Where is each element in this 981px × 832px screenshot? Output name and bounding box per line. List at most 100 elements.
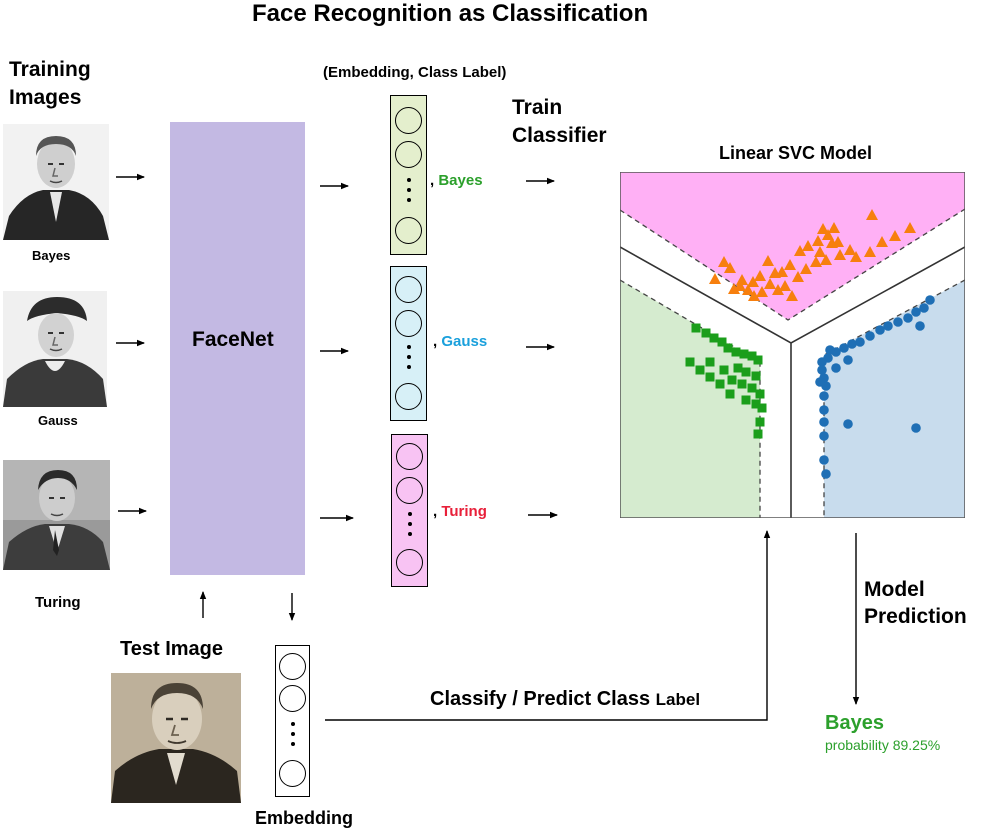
- triangle-marker: [718, 256, 730, 267]
- circle-marker: [925, 295, 935, 305]
- vector-cell: [395, 276, 422, 303]
- circle-marker: [875, 325, 885, 335]
- vector-ellipsis: [406, 178, 411, 208]
- vector-cell: [279, 685, 306, 712]
- triangle-marker: [820, 254, 832, 265]
- test-image-portrait: [111, 673, 241, 803]
- square-marker: [753, 429, 763, 439]
- vector-cell: [396, 443, 423, 470]
- classify-label: Classify / Predict Class Label: [430, 688, 700, 711]
- triangle-marker: [754, 270, 766, 281]
- circle-marker: [819, 431, 829, 441]
- circle-marker: [847, 339, 857, 349]
- triangle-marker: [756, 286, 768, 297]
- triangle-marker: [747, 276, 759, 287]
- square-marker: [695, 365, 705, 375]
- diagram-title: Face Recognition as Classification: [252, 0, 649, 27]
- square-marker: [741, 367, 751, 377]
- class-label-gauss: Gauss: [441, 333, 488, 350]
- arrow-classify-to-model: [325, 530, 771, 721]
- circle-marker: [911, 423, 921, 433]
- circle-marker: [821, 469, 831, 479]
- circle-marker: [915, 321, 925, 331]
- triangle-marker: [844, 244, 856, 255]
- triangle-marker: [802, 240, 814, 251]
- circle-marker: [819, 391, 829, 401]
- square-marker: [691, 323, 701, 333]
- circle-marker: [843, 419, 853, 429]
- circle-marker: [919, 303, 929, 313]
- triangle-marker: [822, 229, 834, 240]
- triangle-marker: [810, 256, 822, 267]
- triangle-marker: [748, 290, 760, 301]
- circle-marker: [911, 307, 921, 317]
- circle-marker: [855, 337, 865, 347]
- circle-marker: [819, 455, 829, 465]
- class-label-turing: Turing: [441, 503, 487, 520]
- square-marker: [725, 389, 735, 399]
- square-marker: [717, 337, 727, 347]
- triangle-marker: [734, 280, 746, 291]
- pair-comma: ,: [430, 172, 435, 189]
- vector-cell: [279, 653, 306, 680]
- square-marker: [751, 399, 761, 409]
- triangle-marker: [864, 246, 876, 257]
- embedding-label: Embedding: [255, 808, 353, 828]
- person-name-bayes: Bayes: [32, 248, 71, 263]
- bayes-portrait: [3, 124, 109, 240]
- prediction-class: Bayes: [825, 712, 884, 734]
- circle-marker: [825, 345, 835, 355]
- square-marker: [737, 379, 747, 389]
- training-heading-line2: Images: [9, 85, 82, 109]
- model-prediction-line2: Prediction: [864, 605, 967, 629]
- triangle-marker: [876, 236, 888, 247]
- triangle-marker: [904, 222, 916, 233]
- circle-marker: [883, 321, 893, 331]
- triangle-marker: [736, 274, 748, 285]
- train-classifier-label: Train Classifier: [512, 94, 607, 151]
- triangle-marker: [850, 251, 862, 262]
- triangle-marker: [762, 255, 774, 266]
- circle-marker: [893, 317, 903, 327]
- vector-cell: [396, 477, 423, 504]
- triangle-marker: [889, 230, 901, 241]
- circle-marker: [831, 363, 841, 373]
- facenet-label: FaceNet: [192, 328, 274, 351]
- embedding-vector-turing: [391, 434, 428, 587]
- triangle-marker: [776, 266, 788, 277]
- square-marker: [705, 372, 715, 382]
- vector-cell: [279, 760, 306, 787]
- circle-marker: [843, 355, 853, 365]
- model-prediction-line1: Model: [864, 578, 925, 601]
- square-marker: [733, 363, 743, 373]
- pair-comma: ,: [433, 333, 438, 350]
- triangle-marker: [812, 235, 824, 246]
- class-label-bayes: Bayes: [438, 172, 483, 189]
- triangle-marker: [814, 246, 826, 257]
- circle-marker: [815, 377, 825, 387]
- pair-label-bayes: , Bayes: [430, 172, 483, 189]
- test-embedding-vector: [275, 645, 310, 797]
- triangle-marker: [792, 271, 804, 282]
- square-marker: [709, 333, 719, 343]
- square-marker: [747, 383, 757, 393]
- triangle-marker: [800, 263, 812, 274]
- square-marker: [751, 371, 761, 381]
- person-name-turing: Turing: [35, 594, 81, 611]
- embedding-vector-bayes: [390, 95, 427, 255]
- square-marker: [747, 351, 757, 361]
- triangle-marker: [742, 284, 754, 295]
- square-marker: [705, 357, 715, 367]
- training-images-heading: Training Images: [9, 56, 91, 111]
- square-marker: [715, 379, 725, 389]
- square-marker: [723, 343, 733, 353]
- square-marker: [741, 395, 751, 405]
- triangle-marker: [728, 283, 740, 294]
- train-classifier-line2: Classifier: [512, 124, 607, 148]
- pair-label-turing: , Turing: [433, 503, 487, 520]
- circle-marker: [903, 313, 913, 323]
- pair-header: (Embedding, Class Label): [323, 64, 507, 81]
- triangle-marker: [769, 267, 781, 278]
